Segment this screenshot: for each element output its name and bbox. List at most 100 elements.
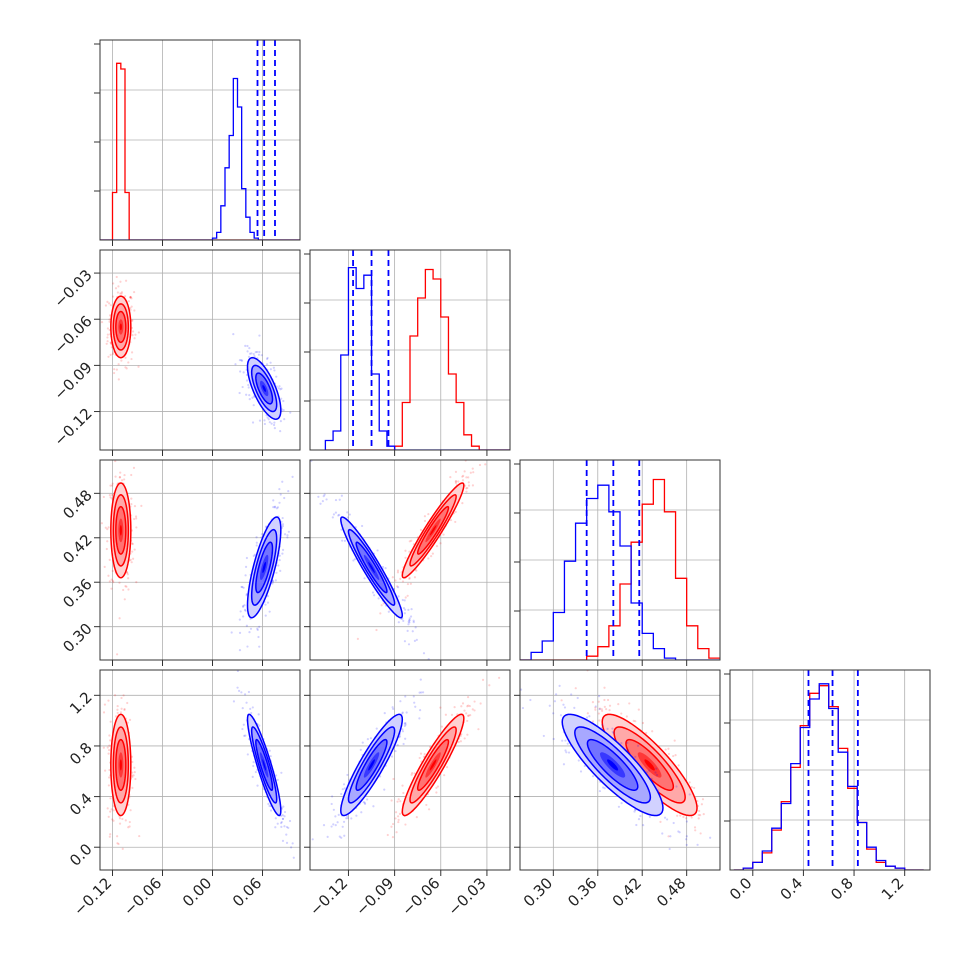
scatter-point bbox=[598, 789, 601, 793]
scatter-point bbox=[123, 598, 126, 601]
scatter-point bbox=[594, 705, 597, 708]
scatter-point bbox=[322, 495, 325, 498]
scatter-point bbox=[275, 774, 278, 777]
scatter-point bbox=[603, 705, 606, 708]
scatter-point bbox=[120, 479, 124, 482]
scatter-point bbox=[484, 463, 487, 466]
histogram-red bbox=[520, 478, 720, 660]
scatter-point bbox=[723, 834, 725, 836]
density-fill bbox=[119, 759, 122, 771]
scatter-point bbox=[414, 705, 417, 708]
scatter-point bbox=[469, 714, 472, 717]
scatter-point bbox=[415, 569, 418, 572]
scatter-point bbox=[325, 498, 328, 501]
scatter-point bbox=[280, 397, 283, 400]
scatter-point bbox=[391, 836, 395, 839]
scatter-point bbox=[278, 488, 281, 491]
contour-line bbox=[416, 505, 450, 555]
contour-line bbox=[340, 713, 404, 817]
scatter-point bbox=[450, 713, 454, 716]
scatter-point bbox=[620, 712, 623, 715]
scatter-point bbox=[274, 579, 277, 582]
scatter-point bbox=[241, 385, 244, 389]
contour-line bbox=[409, 494, 457, 567]
scatter-point bbox=[107, 574, 110, 577]
scatter-point bbox=[690, 786, 693, 789]
scatter-point bbox=[119, 292, 122, 295]
scatter-point bbox=[359, 748, 362, 751]
scatter-point bbox=[411, 772, 414, 775]
scatter-point bbox=[360, 811, 363, 814]
scatter-point bbox=[116, 708, 119, 711]
x-tick-label: 0.0 bbox=[726, 874, 756, 904]
scatter-point bbox=[648, 769, 651, 772]
scatter-point bbox=[256, 350, 259, 354]
scatter-point bbox=[132, 466, 136, 469]
contour-line bbox=[115, 505, 127, 555]
scatter-point bbox=[280, 825, 283, 829]
scatter-point bbox=[696, 843, 699, 846]
scatter-point bbox=[112, 581, 115, 584]
panel-1-0: −0.12−0.09−0.06−0.03 bbox=[50, 249, 301, 456]
scatter-point bbox=[601, 723, 604, 727]
scatter-point bbox=[283, 815, 286, 818]
scatter-point bbox=[285, 833, 288, 836]
scatter-point bbox=[465, 712, 468, 715]
scatter-point bbox=[124, 279, 128, 282]
scatter-point bbox=[234, 363, 237, 366]
scatter-point bbox=[699, 814, 702, 817]
scatter-point bbox=[245, 556, 248, 560]
scatter-point bbox=[362, 801, 365, 804]
y-tick-label: −0.03 bbox=[50, 266, 95, 311]
scatter-point bbox=[466, 705, 469, 708]
scatter-point bbox=[249, 707, 252, 710]
scatter-point bbox=[133, 309, 136, 312]
scatter-point bbox=[266, 595, 270, 598]
panel-content bbox=[520, 460, 720, 660]
scatter-point bbox=[120, 696, 123, 700]
scatter-point bbox=[430, 555, 433, 558]
histogram-red bbox=[100, 62, 300, 240]
scatter-point bbox=[272, 423, 276, 427]
panel-frame bbox=[99, 39, 301, 241]
scatter-point bbox=[251, 421, 255, 424]
scatter-point bbox=[404, 737, 407, 740]
scatter-point bbox=[244, 734, 247, 737]
scatter-point bbox=[394, 749, 397, 753]
scatter-point bbox=[520, 688, 523, 691]
scatter-point bbox=[413, 772, 416, 775]
scatter-point bbox=[463, 737, 466, 740]
scatter-point bbox=[244, 574, 247, 577]
scatter-point bbox=[402, 791, 405, 795]
scatter-point bbox=[598, 707, 601, 711]
scatter-point bbox=[381, 565, 385, 569]
scatter-point bbox=[131, 774, 134, 777]
scatter-point bbox=[461, 479, 465, 482]
scatter-point bbox=[466, 733, 469, 736]
scatter-point bbox=[454, 510, 457, 513]
scatter-point bbox=[346, 511, 349, 514]
scatter-point bbox=[340, 494, 343, 497]
scatter-point bbox=[238, 618, 241, 621]
scatter-point bbox=[342, 783, 346, 786]
scatter-point bbox=[542, 734, 545, 738]
scatter-point bbox=[634, 755, 637, 758]
scatter-point bbox=[473, 709, 476, 712]
scatter-point bbox=[331, 516, 334, 519]
contour-line bbox=[110, 295, 132, 359]
scatter-point bbox=[488, 684, 491, 687]
scatter-point bbox=[408, 550, 411, 553]
scatter-point bbox=[694, 829, 697, 832]
scatter-point bbox=[404, 695, 407, 698]
panel-3-2: 0.30 0.36 0.42 0.48 bbox=[514, 669, 725, 910]
scatter-point bbox=[454, 480, 457, 483]
scatter-point bbox=[109, 739, 112, 742]
scatter-point bbox=[371, 591, 375, 594]
scatter-point bbox=[117, 842, 120, 846]
scatter-point bbox=[655, 773, 659, 777]
scatter-point bbox=[407, 608, 410, 611]
scatter-point bbox=[266, 357, 269, 361]
scatter-point bbox=[415, 816, 418, 819]
panel-frame bbox=[729, 669, 931, 871]
scatter-point bbox=[113, 694, 117, 697]
